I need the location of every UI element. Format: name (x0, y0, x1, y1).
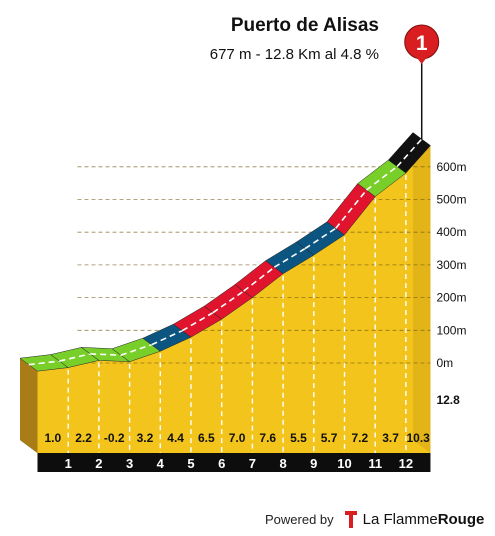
profile-left-face (20, 358, 38, 453)
brand-prefix: La Flamme (362, 510, 438, 528)
km-label: 5 (187, 456, 194, 471)
km-label: 3 (126, 456, 133, 471)
ribbon-centerline (120, 343, 152, 356)
ribbon-centerline (59, 353, 91, 362)
altitude-label: 300m (436, 258, 466, 272)
ribbon-centerline (28, 360, 60, 366)
altitude-label: 200m (436, 291, 466, 305)
powered-by-label: Powered by (265, 511, 334, 527)
profile-end-face (412, 132, 431, 454)
km-label: 9 (310, 456, 317, 471)
marker-pin-tail (414, 55, 429, 64)
km-label: 6 (218, 456, 225, 471)
gradient-value-label: 10.3 (407, 431, 431, 445)
ribbon-centerline (335, 189, 368, 229)
climb-marker: 1 (404, 24, 440, 140)
ribbon-centerline (181, 311, 214, 332)
gradient-value-label: 1.0 (45, 431, 62, 445)
base-strip-front (37, 453, 431, 472)
km-label: 2 (95, 456, 102, 471)
gradient-value-label: 5.5 (290, 431, 307, 445)
brand-suffix: Rouge (437, 510, 485, 528)
gradient-ribbon (19, 132, 431, 372)
footer-credit: Powered by La FlammeRouge (265, 509, 484, 529)
ribbon-centerline (243, 266, 275, 292)
km-label: 10 (337, 456, 351, 471)
ribbon-centerline (396, 138, 423, 168)
gradient-value-label: 2.2 (75, 431, 92, 445)
ribbon-centerline (273, 247, 306, 268)
km-label: 12 (399, 456, 413, 471)
km-label: 1 (65, 456, 72, 471)
ribbon-centerline (304, 227, 337, 250)
climb-title: Puerto de Alisas (230, 15, 379, 36)
flame-logo-icon (344, 511, 357, 528)
ribbon-centerline (365, 165, 398, 191)
ribbon-centerline (212, 290, 245, 314)
km-label: 7 (249, 456, 256, 471)
total-distance-label: 12.8 (436, 393, 460, 407)
km-label: 8 (279, 456, 286, 471)
altitude-label: 400m (436, 225, 466, 239)
ribbon-centerline (151, 329, 183, 346)
marker-number: 1 (416, 32, 428, 55)
gradient-value-label: 3.2 (137, 431, 154, 445)
altitude-label: 100m (436, 323, 466, 337)
profile-base (20, 132, 431, 472)
gradient-value-label: 6.5 (198, 431, 215, 445)
km-label: 4 (157, 456, 165, 471)
gradient-value-label: 7.6 (259, 431, 276, 445)
altitude-label: 600m (436, 160, 466, 174)
gradient-value-label: 7.2 (352, 431, 369, 445)
climb-stats: 677 m - 12.8 Km al 4.8 % (209, 46, 379, 63)
profile-body (37, 145, 431, 454)
km-separators (67, 175, 407, 453)
altitude-label: 500m (436, 193, 466, 207)
gradient-value-label: -0.2 (104, 431, 125, 445)
gradient-segment (388, 132, 431, 174)
gradient-value-label: 7.0 (229, 431, 246, 445)
gradient-value-label: 5.7 (321, 431, 338, 445)
altitude-label: 0m (436, 356, 453, 370)
brand-name: La FlammeRouge (363, 511, 485, 528)
gradient-value-label: 4.4 (167, 431, 184, 445)
ribbon-centerline (90, 353, 121, 356)
km-label: 11 (368, 456, 382, 471)
gradient-value-label: 3.7 (382, 431, 399, 445)
